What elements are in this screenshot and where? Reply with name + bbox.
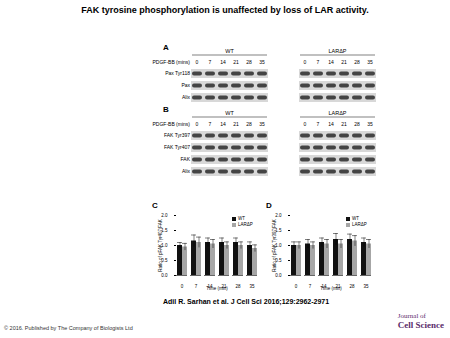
svg-text:Ratio of pFAK Tyr407/FAK: Ratio of pFAK Tyr407/FAK — [158, 219, 163, 271]
html-text:FAK tyrosine phosphorylation i: FAK tyrosine phosphorylation is unaffect… — [81, 5, 369, 15]
svg-text:Pax: Pax — [181, 82, 190, 88]
svg-text:Ratio of pFAK Tyr397/FAK: Ratio of pFAK Tyr397/FAK — [272, 219, 277, 271]
svg-text:14: 14 — [328, 59, 334, 65]
svg-text:FAK Tyr397: FAK Tyr397 — [164, 132, 190, 138]
svg-text:PDGF-BB (mins): PDGF-BB (mins) — [153, 121, 191, 127]
svg-text:0: 0 — [196, 59, 199, 65]
svg-text:FAK: FAK — [181, 156, 191, 162]
html-text:LARΔP: LARΔP — [352, 222, 367, 227]
svg-text:0: 0 — [295, 284, 298, 289]
html-text:Cell Science: Cell Science — [397, 320, 444, 330]
svg-text:0.0: 0.0 — [161, 273, 168, 278]
svg-text:2.0: 2.0 — [161, 213, 168, 218]
svg-text:14: 14 — [220, 59, 226, 65]
svg-text:Alix: Alix — [182, 168, 191, 174]
svg-text:35: 35 — [367, 121, 373, 127]
html-text:© 2016. Published by The Compa: © 2016. Published by The Company of Biol… — [4, 325, 133, 331]
svg-text:0.5: 0.5 — [275, 257, 282, 263]
svg-text:7: 7 — [195, 284, 198, 289]
svg-text:PDGF-BB (mins): PDGF-BB (mins) — [153, 59, 191, 65]
svg-text:A: A — [163, 43, 169, 52]
svg-text:0.5: 0.5 — [161, 257, 168, 263]
html-text:C: C — [152, 201, 158, 210]
svg-text:2.0: 2.0 — [275, 213, 282, 218]
svg-text:28: 28 — [235, 284, 241, 289]
svg-text:28: 28 — [354, 59, 360, 65]
svg-text:B: B — [163, 105, 169, 114]
svg-text:7: 7 — [309, 284, 312, 289]
svg-text:Time (min): Time (min) — [206, 286, 228, 291]
svg-text:21: 21 — [233, 121, 239, 127]
html-text:D: D — [266, 201, 272, 210]
svg-text:LARΔP: LARΔP — [328, 110, 346, 116]
svg-text:7: 7 — [209, 121, 212, 127]
svg-text:WT: WT — [225, 110, 234, 116]
svg-text:0: 0 — [196, 121, 199, 127]
html-text:Journal of: Journal of — [397, 312, 426, 320]
svg-text:35: 35 — [249, 284, 255, 289]
svg-text:7: 7 — [209, 59, 212, 65]
html-text:LARΔP: LARΔP — [238, 222, 253, 227]
html-text:WT: WT — [238, 216, 245, 221]
svg-text:14: 14 — [328, 121, 334, 127]
svg-text:1.5: 1.5 — [275, 227, 282, 233]
svg-text:14: 14 — [220, 121, 226, 127]
html-text:Adil R. Sarhan et al. J Cell S: Adil R. Sarhan et al. J Cell Sci 2016;12… — [163, 298, 330, 305]
svg-text:21: 21 — [233, 59, 239, 65]
svg-text:0.0: 0.0 — [275, 273, 282, 278]
svg-text:7: 7 — [317, 59, 320, 65]
svg-text:0: 0 — [304, 59, 307, 65]
svg-text:21: 21 — [341, 121, 347, 127]
svg-text:28: 28 — [246, 121, 252, 127]
svg-text:Alix: Alix — [182, 94, 191, 100]
svg-text:1.0: 1.0 — [275, 242, 282, 248]
svg-text:0: 0 — [181, 284, 184, 289]
svg-text:7: 7 — [317, 121, 320, 127]
svg-text:Pax Tyr118: Pax Tyr118 — [165, 70, 190, 76]
svg-text:Time (min): Time (min) — [320, 286, 342, 291]
svg-text:35: 35 — [363, 284, 369, 289]
svg-text:35: 35 — [259, 121, 265, 127]
svg-text:LARΔP: LARΔP — [328, 48, 346, 54]
svg-text:28: 28 — [349, 284, 355, 289]
svg-text:35: 35 — [367, 59, 373, 65]
svg-text:WT: WT — [225, 48, 234, 54]
svg-text:1.0: 1.0 — [161, 242, 168, 248]
svg-text:0: 0 — [304, 121, 307, 127]
svg-text:35: 35 — [259, 59, 265, 65]
svg-text:1.5: 1.5 — [161, 227, 168, 233]
svg-text:FAK Tyr407: FAK Tyr407 — [164, 144, 190, 150]
html-text:WT: WT — [352, 216, 359, 221]
svg-text:28: 28 — [354, 121, 360, 127]
svg-text:21: 21 — [341, 59, 347, 65]
svg-text:28: 28 — [246, 59, 252, 65]
